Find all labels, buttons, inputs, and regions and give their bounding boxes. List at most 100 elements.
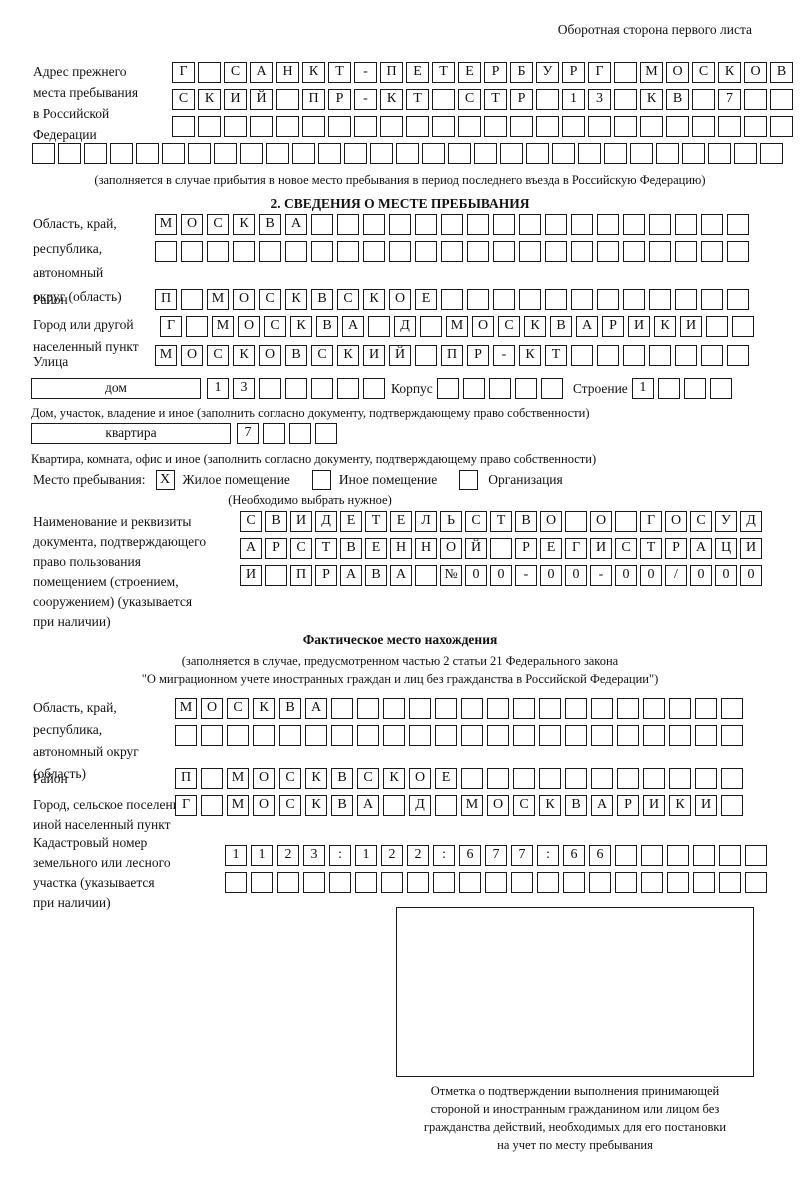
grid-cell[interactable]	[591, 725, 613, 746]
grid-cell[interactable]	[565, 725, 587, 746]
grid-cell[interactable]	[701, 289, 723, 310]
grid-cell[interactable]	[744, 116, 767, 137]
grid-cell[interactable]	[355, 872, 377, 893]
grid-cell[interactable]	[493, 214, 515, 235]
grid-cell[interactable]	[415, 214, 437, 235]
grid-cell[interactable]	[597, 241, 619, 262]
grid-cell[interactable]: Й	[465, 538, 487, 559]
grid-cell[interactable]: А	[342, 316, 364, 337]
grid-cell[interactable]: И	[740, 538, 762, 559]
grid-cell[interactable]	[420, 316, 442, 337]
grid-cell[interactable]: К	[198, 89, 221, 110]
grid-cell[interactable]	[513, 698, 535, 719]
grid-cell[interactable]	[649, 241, 671, 262]
grid-cell[interactable]: М	[207, 289, 229, 310]
grid-cell[interactable]: 0	[715, 565, 737, 586]
grid-cell[interactable]	[441, 289, 463, 310]
grid-cell[interactable]	[545, 241, 567, 262]
grid-cell[interactable]: Д	[394, 316, 416, 337]
grid-cell[interactable]	[630, 143, 653, 164]
grid-cell[interactable]: О	[487, 795, 509, 816]
grid-cell[interactable]	[407, 872, 429, 893]
grid-cell[interactable]	[459, 872, 481, 893]
grid-cell[interactable]	[311, 214, 333, 235]
grid-cell[interactable]: Р	[562, 62, 585, 83]
grid-cell[interactable]	[617, 698, 639, 719]
grid-cell[interactable]: Г	[588, 62, 611, 83]
grid-cell[interactable]: В	[331, 768, 353, 789]
grid-cell[interactable]	[706, 316, 728, 337]
grid-cell[interactable]: К	[718, 62, 741, 83]
grid-cell[interactable]: Т	[545, 345, 567, 366]
grid-cell[interactable]: С	[224, 62, 247, 83]
grid-cell[interactable]	[667, 845, 689, 866]
grid-cell[interactable]	[565, 511, 587, 532]
grid-cell[interactable]	[406, 116, 429, 137]
grid-cell[interactable]	[536, 89, 559, 110]
grid-cell[interactable]	[110, 143, 133, 164]
grid-cell[interactable]: В	[265, 511, 287, 532]
grid-cell[interactable]	[519, 289, 541, 310]
grid-cell[interactable]	[669, 725, 691, 746]
grid-cell[interactable]	[727, 241, 749, 262]
grid-cell[interactable]	[597, 345, 619, 366]
grid-cell[interactable]	[571, 214, 593, 235]
grid-cell[interactable]	[389, 214, 411, 235]
grid-cell[interactable]: Р	[665, 538, 687, 559]
grid-cell[interactable]	[513, 725, 535, 746]
grid-cell[interactable]: К	[539, 795, 561, 816]
grid-cell[interactable]: С	[279, 768, 301, 789]
grid-cell[interactable]	[675, 214, 697, 235]
grid-cell[interactable]: К	[305, 795, 327, 816]
grid-cell[interactable]	[188, 143, 211, 164]
grid-cell[interactable]: П	[175, 768, 197, 789]
grid-cell[interactable]: М	[155, 214, 177, 235]
grid-cell[interactable]	[337, 378, 359, 399]
grid-cell[interactable]: К	[302, 62, 325, 83]
grid-cell[interactable]	[435, 795, 457, 816]
grid-cell[interactable]	[383, 725, 405, 746]
grid-cell[interactable]	[695, 725, 717, 746]
grid-cell[interactable]	[623, 214, 645, 235]
stroenie-cells[interactable]: 1	[631, 378, 736, 399]
grid-cell[interactable]	[744, 89, 767, 110]
grid-cell[interactable]	[441, 214, 463, 235]
grid-cell[interactable]	[441, 241, 463, 262]
grid-cell[interactable]	[84, 143, 107, 164]
grid-cell[interactable]	[589, 872, 611, 893]
grid-cell[interactable]: В	[515, 511, 537, 532]
grid-cell[interactable]: М	[227, 795, 249, 816]
grid-cell[interactable]	[640, 116, 663, 137]
grid-cell[interactable]: Р	[328, 89, 351, 110]
grid-cell[interactable]	[357, 698, 379, 719]
grid-cell[interactable]: Р	[484, 62, 507, 83]
grid-cell[interactable]: М	[212, 316, 234, 337]
grid-cell[interactable]: О	[181, 345, 203, 366]
grid-cell[interactable]: О	[665, 511, 687, 532]
grid-cell[interactable]	[588, 116, 611, 137]
grid-cell[interactable]: И	[363, 345, 385, 366]
grid-cell[interactable]	[562, 116, 585, 137]
grid-cell[interactable]: Е	[365, 538, 387, 559]
grid-cell[interactable]: О	[259, 345, 281, 366]
flat-row[interactable]: квартира 7	[31, 423, 341, 444]
grid-cell[interactable]	[198, 62, 221, 83]
grid-cell[interactable]: Д	[409, 795, 431, 816]
prev-address-row-3[interactable]	[172, 116, 796, 137]
grid-cell[interactable]	[487, 725, 509, 746]
grid-cell[interactable]	[770, 116, 793, 137]
grid-cell[interactable]: А	[285, 214, 307, 235]
grid-cell[interactable]	[277, 872, 299, 893]
grid-cell[interactable]	[614, 116, 637, 137]
grid-cell[interactable]	[490, 538, 512, 559]
grid-cell[interactable]: П	[290, 565, 312, 586]
grid-cell[interactable]	[58, 143, 81, 164]
grid-cell[interactable]: С	[615, 538, 637, 559]
grid-cell[interactable]	[415, 565, 437, 586]
grid-cell[interactable]	[649, 345, 671, 366]
grid-cell[interactable]	[675, 241, 697, 262]
grid-cell[interactable]: У	[536, 62, 559, 83]
